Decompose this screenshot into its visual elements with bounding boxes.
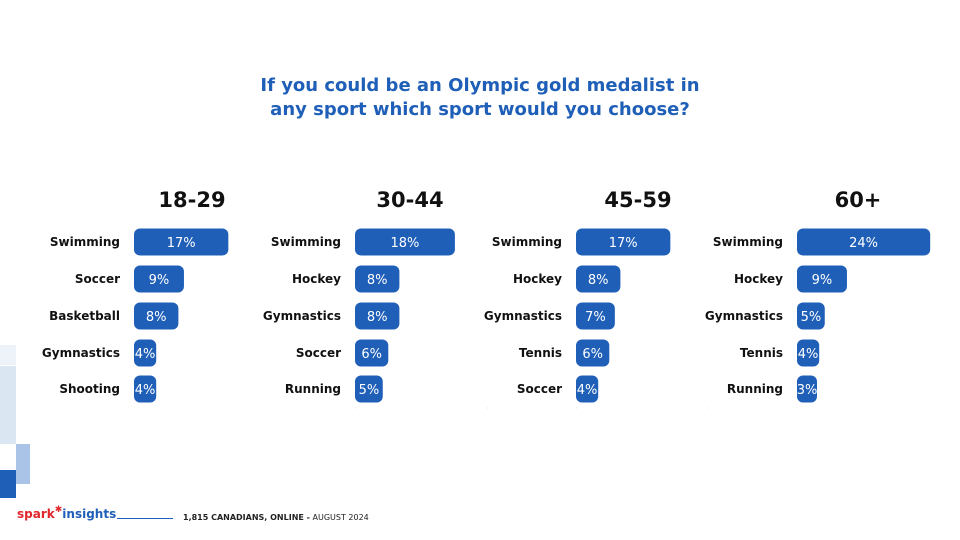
category-label: Hockey: [292, 272, 341, 286]
panel-header-0: 18-29: [158, 188, 225, 212]
category-label: Swimming: [50, 235, 120, 249]
category-label: Hockey: [513, 272, 562, 286]
bar: [797, 228, 931, 256]
panel-header-2: 45-59: [604, 188, 671, 212]
bar: [576, 339, 610, 367]
bar: [797, 302, 825, 330]
bar: [355, 375, 383, 403]
bar-value-label: 5%: [359, 383, 380, 398]
bar: [576, 228, 671, 256]
bar: [134, 302, 179, 330]
bar-value-label: 4%: [577, 383, 598, 398]
bar: [797, 265, 847, 293]
chart-title: If you could be an Olympic gold medalist…: [0, 74, 960, 122]
footer-source-note: 1,815 CANADIANS, ONLINE - AUGUST 2024: [183, 513, 369, 522]
category-label: Gymnastics: [263, 309, 341, 323]
bar: [797, 375, 817, 403]
bar: [134, 375, 157, 403]
footer-note-date: AUGUST 2024: [309, 513, 369, 522]
title-line-2: any sport which sport would you choose?: [270, 99, 690, 120]
bar-value-label: 4%: [135, 347, 156, 362]
bar: [576, 302, 615, 330]
bar: [355, 339, 389, 367]
bar: [797, 339, 820, 367]
category-label: Swimming: [492, 235, 562, 249]
bar: [576, 265, 621, 293]
bar-value-label: 18%: [390, 236, 419, 251]
logo-star-icon: ✱: [54, 505, 63, 515]
bar-value-label: 9%: [149, 273, 170, 288]
bar-value-label: 4%: [135, 383, 156, 398]
category-label: Gymnastics: [42, 346, 120, 360]
bar-value-label: 4%: [798, 347, 819, 362]
category-label: Basketball: [49, 309, 120, 323]
category-label: Swimming: [271, 235, 341, 249]
bar-value-label: 8%: [146, 310, 167, 325]
bar-value-label: 3%: [797, 383, 818, 398]
bar-value-label: 17%: [167, 236, 196, 251]
bar: [355, 228, 455, 256]
decor-block-mid: [16, 444, 30, 484]
panel-header-1: 30-44: [376, 188, 443, 212]
bar-value-label: 8%: [367, 310, 388, 325]
bar: [134, 339, 157, 367]
title-line-1: If you could be an Olympic gold medalist…: [260, 75, 700, 96]
bar-value-label: 7%: [585, 310, 606, 325]
category-label: Tennis: [740, 346, 783, 360]
logo-text-insights: insights: [62, 507, 117, 521]
category-label: Gymnastics: [484, 309, 562, 323]
bar: [576, 375, 599, 403]
logo-text-spark: spark: [17, 507, 55, 521]
bar-value-label: 8%: [367, 273, 388, 288]
bar-value-label: 9%: [812, 273, 833, 288]
panel-header-3: 60+: [835, 188, 882, 212]
bar-value-label: 6%: [582, 347, 603, 362]
bar-value-label: 8%: [588, 273, 609, 288]
bar: [134, 228, 229, 256]
category-label: Running: [285, 382, 341, 396]
category-label: Running: [727, 382, 783, 396]
footer-note-strong: 1,815 CANADIANS, ONLINE -: [183, 513, 310, 522]
category-label: Soccer: [296, 346, 341, 360]
category-label: Swimming: [713, 235, 783, 249]
category-label: Gymnastics: [705, 309, 783, 323]
decor-block-light: [0, 366, 16, 444]
decor-block-light: [0, 345, 16, 365]
bar: [134, 265, 184, 293]
bar-value-label: 5%: [801, 310, 822, 325]
bar-value-label: 24%: [849, 236, 878, 251]
category-label: Shooting: [59, 382, 120, 396]
category-label: Soccer: [517, 382, 562, 396]
decor-block-dark: [0, 470, 16, 498]
bar: [355, 302, 400, 330]
category-label: Hockey: [734, 272, 783, 286]
spark-insights-logo: spark✱insights: [17, 505, 117, 521]
footer-divider: [117, 518, 173, 519]
bar-value-label: 17%: [609, 236, 638, 251]
category-label: Tennis: [519, 346, 562, 360]
bar: [355, 265, 400, 293]
category-label: Soccer: [75, 272, 120, 286]
bar-value-label: 6%: [361, 347, 382, 362]
